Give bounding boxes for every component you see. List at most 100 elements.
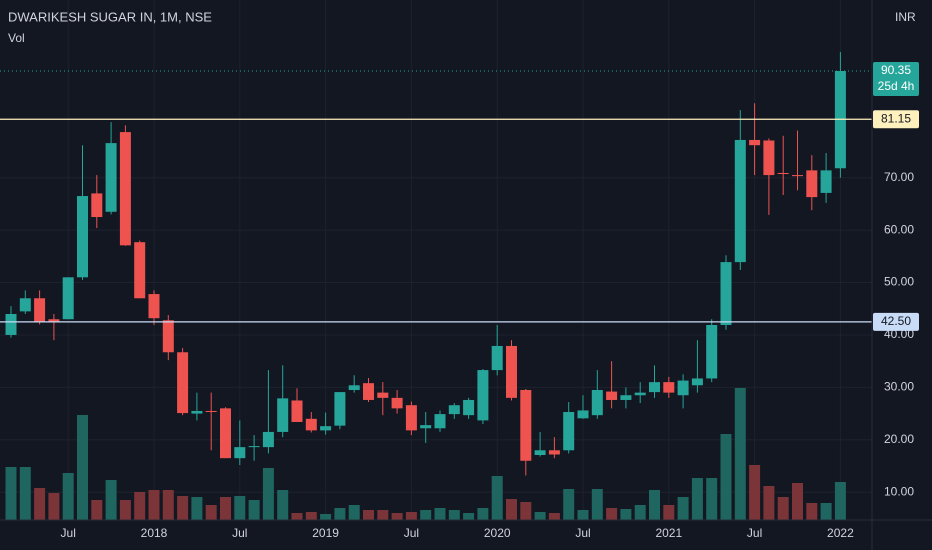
- candle-body: [577, 410, 589, 419]
- candle-body: [548, 450, 560, 455]
- volume-bar: [649, 490, 660, 520]
- candle-body: [334, 392, 346, 426]
- volume-label: Vol: [8, 31, 25, 45]
- y-tick-label: 10.00: [884, 484, 914, 498]
- y-tick-label: 50.00: [884, 275, 914, 289]
- candle-body: [534, 450, 546, 455]
- volume-bar: [91, 500, 103, 520]
- candle-body: [320, 426, 332, 431]
- candle-body: [62, 277, 74, 320]
- volume-bar: [506, 499, 517, 520]
- candle-body: [420, 425, 432, 429]
- volume-bar: [191, 497, 203, 520]
- candle-body: [620, 395, 632, 400]
- volume-bar: [606, 508, 618, 520]
- candle-body: [134, 242, 146, 299]
- volume-bar: [448, 510, 460, 520]
- candle-body: [434, 414, 446, 429]
- candle-body: [34, 298, 46, 322]
- volume-bar: [491, 476, 503, 520]
- x-tick-label: Jul: [232, 526, 247, 540]
- candle-body: [405, 405, 417, 431]
- candle-body: [191, 410, 203, 414]
- x-tick-label: 2018: [141, 526, 168, 540]
- volume-bar: [62, 473, 74, 520]
- volume-bar: [162, 490, 174, 520]
- volume-bar: [262, 468, 274, 520]
- candle-body: [820, 170, 832, 193]
- candle-body: [48, 319, 60, 322]
- volume-bar: [77, 415, 88, 520]
- volume-bar: [48, 493, 60, 520]
- level-label: 81.15: [881, 111, 911, 125]
- volume-bar: [248, 500, 260, 520]
- volume-bar: [420, 510, 432, 520]
- volume-bar: [434, 508, 446, 520]
- volume-bar: [291, 513, 303, 520]
- candle-body: [792, 175, 803, 177]
- candle-body: [491, 345, 503, 371]
- volume-bar: [177, 496, 189, 520]
- candle-body: [763, 140, 775, 176]
- volume-bar: [620, 509, 632, 520]
- volume-bar: [634, 505, 646, 520]
- volume-bar: [477, 508, 489, 520]
- candle-body: [463, 399, 475, 416]
- candle-body: [777, 172, 789, 175]
- candle-body: [663, 382, 675, 393]
- volume-bar: [405, 512, 417, 520]
- volume-bar: [377, 510, 389, 520]
- candle-body: [234, 447, 246, 459]
- x-tick-label: 2021: [655, 526, 682, 540]
- candle-body: [262, 431, 274, 448]
- candle-body: [119, 132, 131, 246]
- y-tick-label: 20.00: [884, 432, 914, 446]
- x-tick-label: Jul: [747, 526, 762, 540]
- volume-bar: [677, 497, 689, 520]
- volume-bar: [463, 513, 475, 520]
- level-label: 42.50: [881, 314, 911, 328]
- currency: INR: [895, 10, 916, 24]
- candle-body: [148, 294, 160, 319]
- volume-pane: [5, 388, 846, 520]
- y-tick-label: 30.00: [884, 380, 914, 394]
- candle-body: [677, 380, 689, 396]
- candle-body: [205, 410, 217, 413]
- level-label-bg: [873, 312, 919, 331]
- volume-bar: [305, 512, 317, 520]
- volume-bar: [134, 492, 146, 520]
- volume-bar: [706, 478, 718, 520]
- y-tick-label: 70.00: [884, 170, 914, 184]
- candle-body: [506, 345, 517, 398]
- countdown: 25d 4h: [878, 79, 915, 93]
- candle-body: [105, 143, 117, 212]
- candle-body: [291, 400, 303, 422]
- candle-body: [563, 412, 575, 451]
- candle-body: [520, 390, 532, 461]
- price-pane: [0, 51, 872, 476]
- x-tick-label: 2020: [484, 526, 511, 540]
- volume-bar: [277, 490, 289, 520]
- candle-body: [277, 398, 289, 432]
- candle-body: [363, 383, 374, 400]
- candle-body: [749, 139, 761, 146]
- candle-body: [806, 170, 818, 198]
- volume-bar: [234, 496, 246, 520]
- volume-bar: [548, 513, 560, 520]
- candle-body: [634, 392, 646, 396]
- volume-bar: [792, 483, 803, 520]
- y-tick-label: 60.00: [884, 222, 914, 236]
- candle-body: [391, 397, 403, 409]
- candle-body: [591, 390, 603, 416]
- volume-bar: [691, 478, 703, 520]
- volume-bar: [749, 465, 761, 520]
- volume-bar: [363, 510, 374, 520]
- volume-bar: [734, 388, 746, 520]
- volume-bar: [820, 503, 832, 520]
- candle-body: [5, 313, 17, 335]
- candle-body: [649, 382, 660, 393]
- volume-bar: [391, 513, 403, 520]
